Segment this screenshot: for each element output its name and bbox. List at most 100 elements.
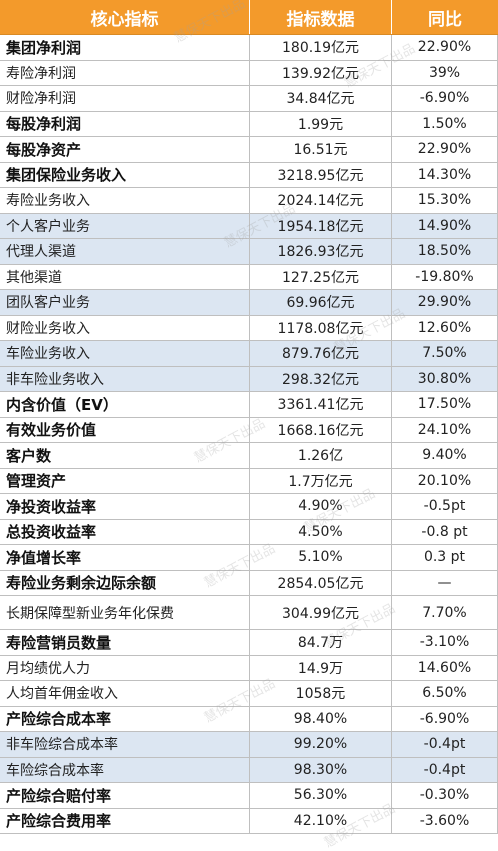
table-row: 其他渠道 127.25亿元 -19.80% <box>0 264 498 290</box>
row-value: 69.96亿元 <box>250 290 392 315</box>
table-row: 个人客户业务 1954.18亿元 14.90% <box>0 213 498 239</box>
row-label: 集团净利润 <box>0 35 250 60</box>
row-value: 3218.95亿元 <box>250 162 392 187</box>
row-value: 14.9万 <box>250 655 392 680</box>
row-value: 98.40% <box>250 706 392 731</box>
row-yoy: -0.4pt <box>392 757 498 782</box>
row-label: 每股净利润 <box>0 111 250 136</box>
row-value: 298.32亿元 <box>250 366 392 391</box>
row-value: 139.92亿元 <box>250 60 392 85</box>
row-yoy: 6.50% <box>392 681 498 706</box>
table-row: 内含价值（EV） 3361.41亿元 17.50% <box>0 392 498 418</box>
row-value: 1.99元 <box>250 111 392 136</box>
row-label: 净值增长率 <box>0 545 250 570</box>
row-value: 1058元 <box>250 681 392 706</box>
row-yoy: 14.30% <box>392 162 498 187</box>
table-body: 集团净利润 180.19亿元 22.90% 寿险净利润 139.92亿元 39% 财险净利润… <box>0 35 498 834</box>
header-value: 指标数据 <box>250 0 392 34</box>
row-yoy: -0.8 pt <box>392 519 498 544</box>
table-row: 寿险净利润 139.92亿元 39% <box>0 60 498 86</box>
row-yoy: 7.50% <box>392 341 498 366</box>
row-value: 4.50% <box>250 519 392 544</box>
row-yoy: -3.10% <box>392 630 498 655</box>
row-yoy: 1.50% <box>392 111 498 136</box>
table-row: 车险业务收入 879.76亿元 7.50% <box>0 341 498 367</box>
row-label: 每股净资产 <box>0 137 250 162</box>
row-value: 127.25亿元 <box>250 264 392 289</box>
row-label: 内含价值（EV） <box>0 392 250 417</box>
table-row: 非车险业务收入 298.32亿元 30.80% <box>0 366 498 392</box>
row-yoy: 22.90% <box>392 35 498 60</box>
table-row: 非车险综合成本率 99.20% -0.4pt <box>0 732 498 758</box>
row-value: 99.20% <box>250 732 392 757</box>
row-value: 3361.41亿元 <box>250 392 392 417</box>
row-value: 5.10% <box>250 545 392 570</box>
row-label: 团队客户业务 <box>0 290 250 315</box>
row-label: 集团保险业务收入 <box>0 162 250 187</box>
table-row: 寿险业务剩余边际余额 2854.05亿元 — <box>0 570 498 596</box>
row-yoy: -0.30% <box>392 783 498 808</box>
row-yoy: 7.70% <box>392 596 498 629</box>
row-label: 个人客户业务 <box>0 213 250 238</box>
row-label: 有效业务价值 <box>0 417 250 442</box>
row-value: 180.19亿元 <box>250 35 392 60</box>
table-row: 长期保障型新业务年化保费 304.99亿元 7.70% <box>0 596 498 630</box>
row-yoy: -3.60% <box>392 808 498 833</box>
table-row: 人均首年佣金收入 1058元 6.50% <box>0 681 498 707</box>
row-label: 非车险业务收入 <box>0 366 250 391</box>
row-label: 客户数 <box>0 443 250 468</box>
row-yoy: 14.60% <box>392 655 498 680</box>
table-row: 每股净资产 16.51元 22.90% <box>0 137 498 163</box>
row-label: 财险业务收入 <box>0 315 250 340</box>
row-yoy: 22.90% <box>392 137 498 162</box>
row-label: 非车险综合成本率 <box>0 732 250 757</box>
row-label: 产险综合费用率 <box>0 808 250 833</box>
row-label: 车险业务收入 <box>0 341 250 366</box>
table-row: 净投资收益率 4.90% -0.5pt <box>0 494 498 520</box>
row-yoy: 30.80% <box>392 366 498 391</box>
row-value: 42.10% <box>250 808 392 833</box>
table-row: 总投资收益率 4.50% -0.8 pt <box>0 519 498 545</box>
row-yoy: 20.10% <box>392 468 498 493</box>
row-value: 1.7万亿元 <box>250 468 392 493</box>
row-label: 产险综合成本率 <box>0 706 250 731</box>
table-row: 寿险营销员数量 84.7万 -3.10% <box>0 630 498 656</box>
row-label: 产险综合赔付率 <box>0 783 250 808</box>
row-value: 2854.05亿元 <box>250 570 392 595</box>
row-yoy: — <box>392 570 498 595</box>
table-row: 财险净利润 34.84亿元 -6.90% <box>0 86 498 112</box>
table-row: 集团保险业务收入 3218.95亿元 14.30% <box>0 162 498 188</box>
row-label: 月均绩优人力 <box>0 655 250 680</box>
row-value: 879.76亿元 <box>250 341 392 366</box>
row-yoy: -19.80% <box>392 264 498 289</box>
row-value: 2024.14亿元 <box>250 188 392 213</box>
table-header: 核心指标 指标数据 同比 <box>0 0 498 35</box>
row-label: 代理人渠道 <box>0 239 250 264</box>
table-row: 车险综合成本率 98.30% -0.4pt <box>0 757 498 783</box>
table-row: 集团净利润 180.19亿元 22.90% <box>0 35 498 61</box>
table-row: 产险综合费用率 42.10% -3.60% <box>0 808 498 834</box>
row-value: 1178.08亿元 <box>250 315 392 340</box>
table-row: 产险综合成本率 98.40% -6.90% <box>0 706 498 732</box>
row-value: 56.30% <box>250 783 392 808</box>
row-value: 98.30% <box>250 757 392 782</box>
table-row: 客户数 1.26亿 9.40% <box>0 443 498 469</box>
row-label: 总投资收益率 <box>0 519 250 544</box>
row-yoy: 29.90% <box>392 290 498 315</box>
table-row: 代理人渠道 1826.93亿元 18.50% <box>0 239 498 265</box>
row-yoy: 39% <box>392 60 498 85</box>
row-yoy: 18.50% <box>392 239 498 264</box>
row-value: 1668.16亿元 <box>250 417 392 442</box>
row-yoy: 17.50% <box>392 392 498 417</box>
row-value: 1826.93亿元 <box>250 239 392 264</box>
row-label: 净投资收益率 <box>0 494 250 519</box>
row-yoy: 9.40% <box>392 443 498 468</box>
table-row: 团队客户业务 69.96亿元 29.90% <box>0 290 498 316</box>
row-yoy: 24.10% <box>392 417 498 442</box>
row-value: 4.90% <box>250 494 392 519</box>
header-yoy: 同比 <box>428 9 462 30</box>
row-yoy: 12.60% <box>392 315 498 340</box>
row-yoy: 14.90% <box>392 213 498 238</box>
table-row: 管理资产 1.7万亿元 20.10% <box>0 468 498 494</box>
row-value: 84.7万 <box>250 630 392 655</box>
